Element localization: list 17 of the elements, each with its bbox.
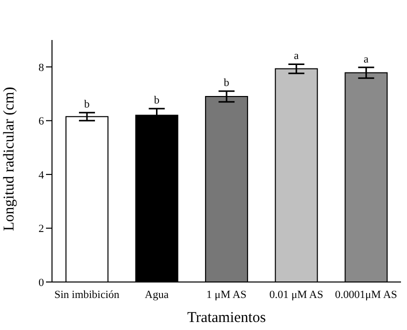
x-tick-label: Sin imbibición xyxy=(54,288,120,301)
x-tick-label: 1 μM AS xyxy=(206,288,247,301)
y-tick-label: 2 xyxy=(38,223,44,236)
annotation: b xyxy=(154,94,160,107)
annotation: b xyxy=(84,98,90,111)
annotation: a xyxy=(364,53,369,66)
annotation: a xyxy=(294,50,299,62)
y-tick-label: 8 xyxy=(38,62,44,74)
y-axis-title: Longitud radicular (cm) xyxy=(1,86,18,231)
y-tick-label: 4 xyxy=(38,169,44,182)
x-tick-label: Agua xyxy=(144,288,169,301)
x-axis-title: Tratamientos xyxy=(187,310,266,326)
y-tick-label: 6 xyxy=(38,116,44,128)
x-tick-label: 0.0001μM AS xyxy=(335,288,398,301)
annotation: b xyxy=(224,77,230,90)
x-tick-label: 0.01 μM AS xyxy=(269,288,324,301)
y-tick-label: 0 xyxy=(38,276,44,289)
